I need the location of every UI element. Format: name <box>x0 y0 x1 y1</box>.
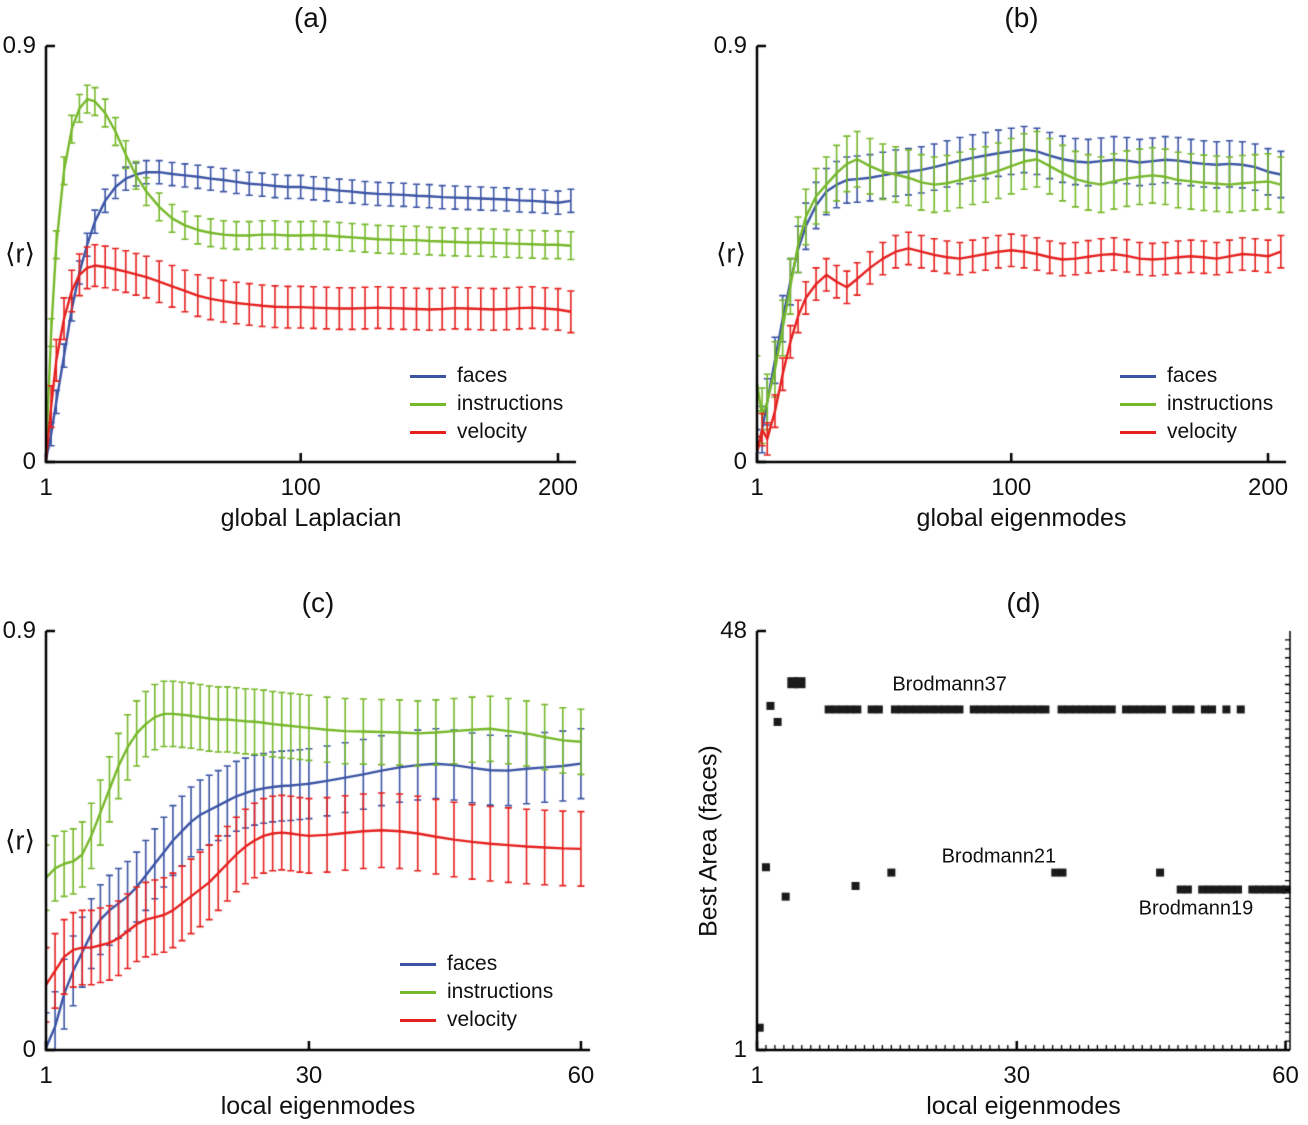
panel-b-title: (b) <box>1004 2 1039 33</box>
y-tick-label: 0 <box>22 1036 36 1063</box>
x-tick-label: 30 <box>1003 1062 1031 1089</box>
y-tick-label: 0 <box>733 448 747 475</box>
legend-label: velocity <box>447 1008 518 1031</box>
legend-item: faces <box>410 362 563 390</box>
x-tick-label: 100 <box>991 474 1032 501</box>
legend-label: instructions <box>457 392 564 415</box>
x-tick-label: 60 <box>1272 1062 1299 1089</box>
y-tick-label: 1 <box>733 1036 747 1063</box>
legend-item: velocity <box>410 418 563 446</box>
instructions-line-swatch <box>400 990 436 994</box>
legend-item: velocity <box>1120 418 1273 446</box>
panel-a-title: (a) <box>293 2 329 33</box>
legend-item: instructions <box>1120 390 1273 418</box>
x-tick-label: 200 <box>1247 474 1289 501</box>
x-tick-label: 60 <box>567 1062 595 1089</box>
panel-c-title: (c) <box>301 587 335 618</box>
annotation-brodmann21: Brodmann21 <box>941 845 1057 868</box>
legend-item: instructions <box>410 390 563 418</box>
legend-item: instructions <box>400 978 553 1006</box>
panel-d-title: (d) <box>1006 587 1041 618</box>
legend-label: instructions <box>1167 392 1274 415</box>
x-tick-label: 30 <box>295 1062 323 1089</box>
faces-line-swatch <box>410 374 446 378</box>
x-tick-label: 100 <box>280 474 321 501</box>
panel-c-ylabel: ⟨r⟩ <box>4 825 36 855</box>
legend-label: faces <box>457 364 508 387</box>
panel-d-ylabel: Best Area (faces) <box>694 744 723 937</box>
y-tick-label: 48 <box>720 617 747 644</box>
legend-label: faces <box>1167 364 1218 387</box>
legend-label: velocity <box>1167 420 1238 443</box>
panel-a-xlabel: global Laplacian <box>220 504 402 532</box>
annotation-brodmann37: Brodmann37 <box>892 673 1007 696</box>
y-tick-label: 0.9 <box>2 32 36 59</box>
legend-item: faces <box>1120 362 1273 390</box>
velocity-line-swatch <box>1120 430 1156 434</box>
legend-label: faces <box>447 952 498 975</box>
legend-panel-b: faces instructions velocity <box>1120 362 1273 446</box>
y-tick-label: 0.9 <box>2 617 36 644</box>
annotation-brodmann19: Brodmann19 <box>1138 897 1254 920</box>
x-tick-label: 1 <box>750 474 764 501</box>
velocity-line-swatch <box>410 430 446 434</box>
panel-b-xlabel: global eigenmodes <box>916 504 1127 532</box>
legend-panel-c: faces instructions velocity <box>400 950 553 1034</box>
y-tick-label: 0.9 <box>713 32 747 59</box>
panel-a-ylabel: ⟨r⟩ <box>4 238 36 269</box>
legend-panel-a: faces instructions velocity <box>410 362 563 446</box>
legend-item: velocity <box>400 1006 553 1034</box>
legend-item: faces <box>400 950 553 978</box>
instructions-line-swatch <box>1120 402 1156 406</box>
legend-label: instructions <box>447 980 554 1003</box>
panel-b-ylabel: ⟨r⟩ <box>715 238 747 269</box>
faces-line-swatch <box>1120 374 1156 378</box>
legend-label: velocity <box>457 420 528 443</box>
faces-line-swatch <box>400 962 436 966</box>
y-tick-label: 0 <box>22 448 36 475</box>
x-tick-label: 200 <box>537 474 579 501</box>
instructions-line-swatch <box>410 402 446 406</box>
x-tick-label: 1 <box>39 474 53 501</box>
x-tick-label: 1 <box>750 1062 764 1089</box>
velocity-line-swatch <box>400 1018 436 1022</box>
panel-d-xlabel: local eigenmodes <box>926 1092 1121 1120</box>
x-tick-label: 1 <box>39 1062 53 1089</box>
panel-c-xlabel: local eigenmodes <box>220 1092 416 1120</box>
